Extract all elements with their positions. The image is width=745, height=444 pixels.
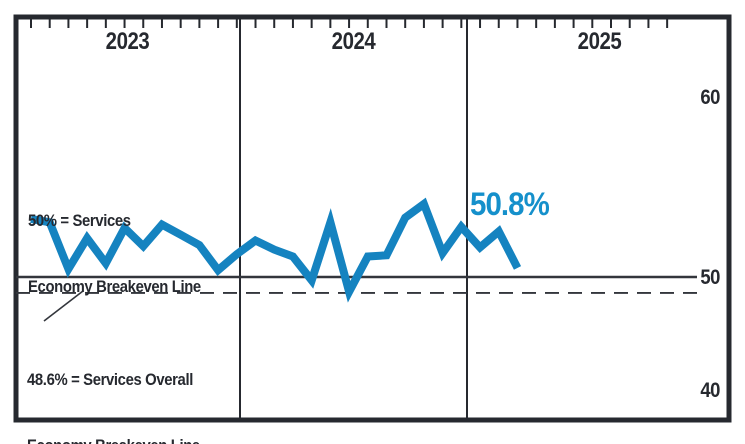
year-label-2024: 2024 bbox=[331, 28, 376, 55]
overall-breakeven-annotation: 48.6% = Services Overall Economy Breakev… bbox=[27, 325, 200, 444]
services-breakeven-annotation: 50% = Services Economy Breakeven Line bbox=[28, 166, 201, 342]
annotation-pointer-line bbox=[43, 290, 84, 322]
overall-breakeven-annotation-line1: 48.6% = Services Overall bbox=[27, 371, 193, 389]
y-axis-label-60: 60 bbox=[700, 86, 720, 109]
services-breakeven-annotation-line2: Economy Breakeven Line bbox=[28, 278, 201, 296]
month-ticks bbox=[30, 19, 669, 28]
y-axis-label-50: 50 bbox=[700, 266, 720, 289]
services-breakeven-annotation-line1: 50% = Services bbox=[28, 212, 131, 230]
year-label-2025: 2025 bbox=[577, 28, 622, 55]
pmi-data-line bbox=[30, 197, 522, 303]
year-label-2023: 2023 bbox=[105, 28, 150, 55]
current-value-callout: 50.8% bbox=[470, 186, 550, 222]
y-axis-label-40: 40 bbox=[700, 379, 720, 402]
chart-frame bbox=[13, 14, 732, 423]
overall-breakeven-annotation-line2: Economy Breakeven Line bbox=[27, 435, 200, 444]
